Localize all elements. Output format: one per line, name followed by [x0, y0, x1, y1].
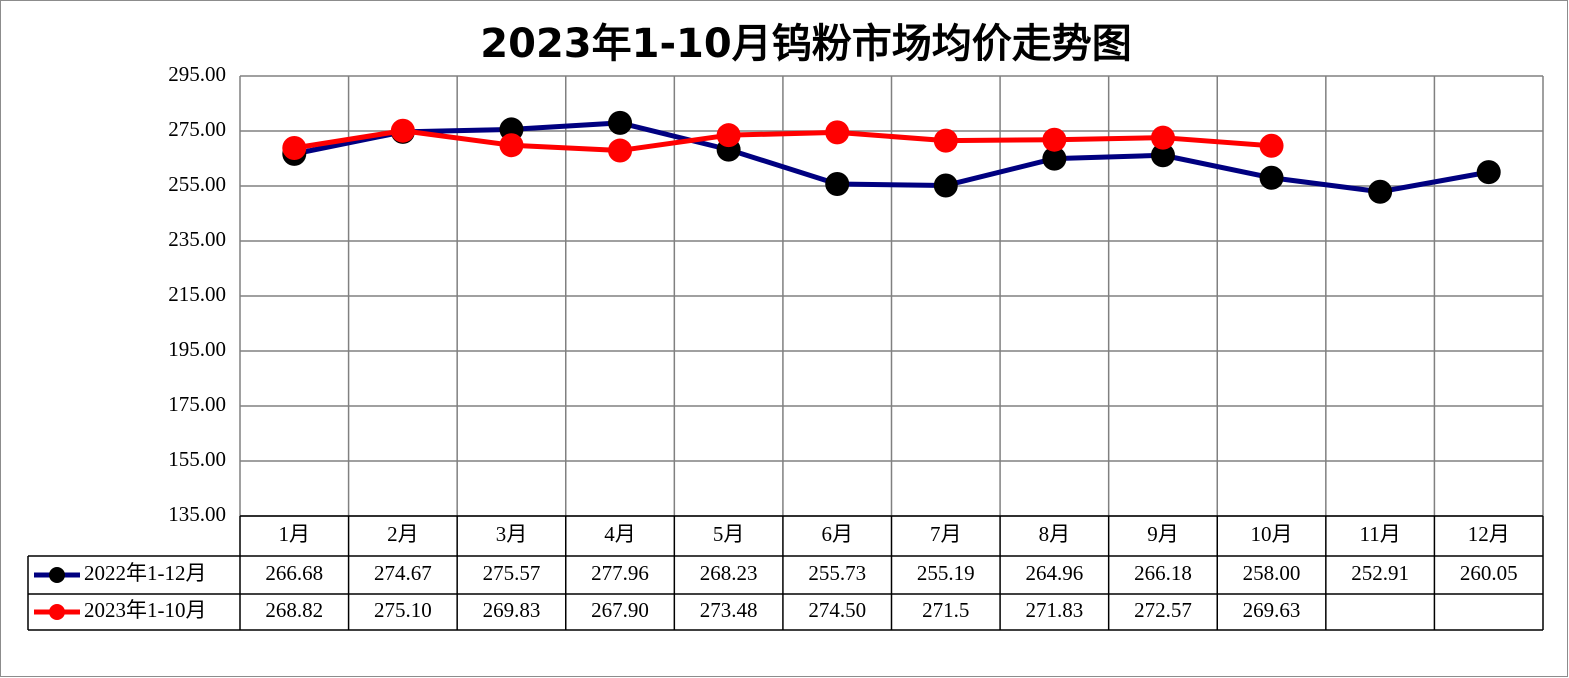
table-value: 252.91 — [1351, 561, 1409, 585]
data-point — [390, 118, 415, 143]
table-value: 274.67 — [374, 561, 432, 585]
x-tick-label: 3月 — [496, 522, 528, 546]
x-tick-label: 4月 — [604, 522, 636, 546]
x-tick-label: 5月 — [713, 522, 745, 546]
y-tick-label: 275.00 — [168, 117, 226, 141]
data-point — [1476, 160, 1501, 185]
data-point — [1150, 143, 1175, 168]
table-value: 271.83 — [1026, 598, 1084, 622]
data-point — [716, 123, 741, 148]
data-point — [933, 128, 958, 153]
y-tick-label: 215.00 — [168, 282, 226, 306]
legend-label: 2022年1-12月 — [84, 561, 207, 585]
data-point — [825, 120, 850, 145]
chart-title: 2023年1-10月钨粉市场均价走势图 — [480, 21, 1131, 67]
data-point — [825, 171, 850, 196]
data-point — [1259, 165, 1284, 190]
table-value: 255.19 — [917, 561, 975, 585]
table-value: 268.23 — [700, 561, 758, 585]
data-point — [499, 133, 524, 158]
table-value: 258.00 — [1243, 561, 1301, 585]
x-tick-label: 11月 — [1360, 522, 1401, 546]
y-tick-label: 255.00 — [168, 172, 226, 196]
y-tick-label: 195.00 — [168, 337, 226, 361]
table-value: 255.73 — [808, 561, 866, 585]
series-line — [293, 128, 1272, 154]
table-value: 260.05 — [1460, 561, 1518, 585]
table-value: 268.82 — [265, 598, 323, 622]
x-tick-label: 12月 — [1468, 522, 1510, 546]
table-value: 277.96 — [591, 561, 649, 585]
table-value: 264.96 — [1026, 561, 1084, 585]
table-value: 273.48 — [700, 598, 758, 622]
series-line — [293, 120, 1490, 195]
table-value: 271.5 — [922, 598, 969, 622]
table-value: 267.90 — [591, 598, 649, 622]
x-tick-label: 2月 — [387, 522, 419, 546]
y-tick-label: 135.00 — [168, 502, 226, 526]
data-point — [1042, 146, 1067, 171]
x-tick-label: 10月 — [1251, 522, 1293, 546]
y-tick-label: 175.00 — [168, 392, 226, 416]
y-tick-label: 235.00 — [168, 227, 226, 251]
x-tick-label: 1月 — [279, 522, 311, 546]
table-value: 266.18 — [1134, 561, 1192, 585]
data-point — [608, 138, 633, 163]
table-value: 274.50 — [808, 598, 866, 622]
legend-label: 2023年1-10月 — [84, 598, 207, 622]
data-point — [282, 135, 307, 160]
table-value: 275.10 — [374, 598, 432, 622]
data-point — [933, 173, 958, 198]
table-value: 275.57 — [483, 561, 541, 585]
table-value: 266.68 — [265, 561, 323, 585]
legend-marker — [49, 567, 65, 583]
x-tick-label: 7月 — [930, 522, 962, 546]
table-value: 269.63 — [1243, 598, 1301, 622]
x-tick-label: 8月 — [1039, 522, 1071, 546]
data-point — [1259, 133, 1284, 158]
x-tick-label: 9月 — [1147, 522, 1179, 546]
data-point — [608, 110, 633, 135]
x-tick-label: 6月 — [821, 522, 853, 546]
y-tick-label: 155.00 — [168, 447, 226, 471]
data-point — [1042, 127, 1067, 152]
y-tick-label: 295.00 — [168, 62, 226, 86]
table-value: 272.57 — [1134, 598, 1192, 622]
table-value: 269.83 — [483, 598, 541, 622]
data-point — [1368, 179, 1393, 204]
data-point — [1150, 125, 1175, 150]
legend-marker — [49, 604, 65, 620]
